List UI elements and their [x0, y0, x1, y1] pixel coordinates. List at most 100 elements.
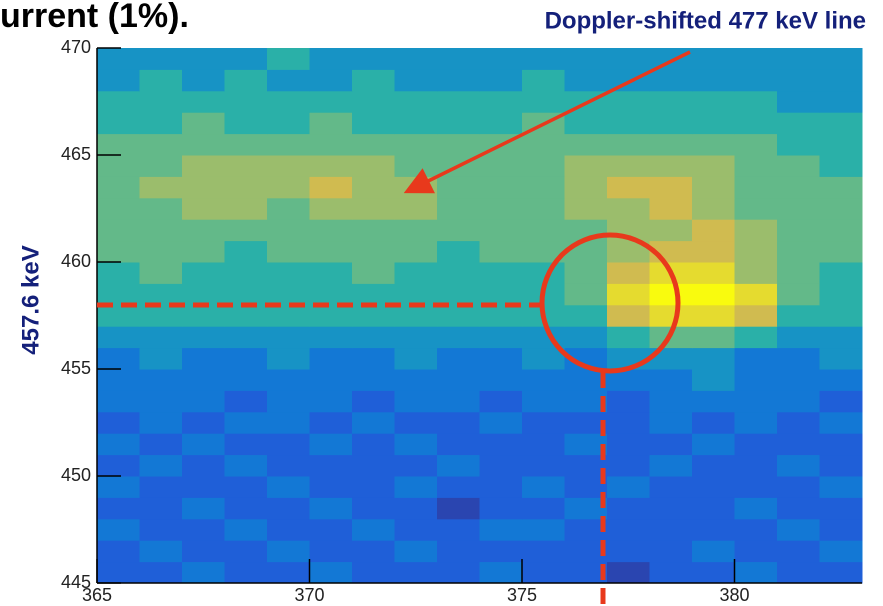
x-tick-label: 375 — [507, 585, 537, 605]
cell — [139, 240, 183, 263]
cell — [224, 411, 268, 434]
cell — [522, 390, 565, 413]
cell — [139, 90, 183, 113]
cell — [734, 176, 778, 199]
cell — [692, 561, 735, 584]
cell — [564, 326, 608, 349]
cell — [522, 133, 565, 156]
y-tick-label: 470 — [61, 37, 91, 57]
cell — [649, 133, 693, 156]
cell — [267, 326, 310, 349]
cell — [267, 518, 310, 541]
cell — [182, 433, 225, 456]
cell — [97, 90, 140, 113]
cell — [777, 262, 820, 284]
cell — [224, 326, 268, 349]
cell — [352, 219, 395, 242]
cell — [819, 283, 863, 306]
cell — [394, 155, 438, 177]
cell — [309, 304, 353, 327]
cell — [97, 304, 140, 327]
cell — [394, 476, 438, 498]
cell — [309, 133, 353, 156]
cell — [437, 112, 480, 135]
cell — [182, 262, 225, 284]
cell — [267, 176, 310, 199]
cell — [394, 497, 438, 520]
cell — [182, 69, 225, 92]
cell — [267, 476, 310, 498]
cell — [692, 48, 735, 70]
heatmap — [97, 48, 863, 584]
x-tick-label: 365 — [82, 585, 112, 605]
cell — [394, 133, 438, 156]
cell — [309, 476, 353, 498]
cell — [394, 112, 438, 135]
cell — [692, 518, 735, 541]
cell — [607, 240, 650, 263]
cell — [607, 283, 650, 306]
cell — [607, 369, 650, 391]
cell — [267, 433, 310, 456]
cell — [224, 347, 268, 370]
y-tick-label: 455 — [61, 358, 91, 378]
cell — [649, 283, 693, 306]
cell — [564, 48, 608, 70]
cell — [607, 497, 650, 520]
cell — [777, 155, 820, 177]
cell — [734, 497, 778, 520]
cell — [139, 476, 183, 498]
cell — [819, 240, 863, 263]
cell — [309, 454, 353, 477]
cell — [97, 48, 140, 70]
cell — [182, 411, 225, 434]
cell — [607, 390, 650, 413]
cell — [649, 518, 693, 541]
cell — [97, 112, 140, 135]
arrow — [403, 50, 691, 194]
cell — [352, 69, 395, 92]
axes: 445 450 455 460 465 470 365 370 375 380 — [61, 37, 862, 605]
cell — [522, 369, 565, 391]
cell — [649, 476, 693, 498]
cell — [734, 133, 778, 156]
cell — [224, 454, 268, 477]
cell — [564, 433, 608, 456]
annotation: Doppler-shifted 477 keV line — [545, 7, 866, 34]
cell — [352, 48, 395, 70]
cell — [139, 454, 183, 477]
cell — [394, 90, 438, 113]
cell — [267, 133, 310, 156]
cell — [309, 240, 353, 263]
cell — [97, 219, 140, 242]
cell — [224, 90, 268, 113]
cell — [819, 133, 863, 156]
cell — [564, 69, 608, 92]
cell — [607, 133, 650, 156]
cell — [777, 90, 820, 113]
cell — [777, 283, 820, 306]
cell — [734, 240, 778, 263]
cell — [777, 433, 820, 456]
cell — [139, 304, 183, 327]
cell — [607, 476, 650, 498]
cell — [309, 518, 353, 541]
cell — [819, 326, 863, 349]
cell — [777, 369, 820, 391]
cell — [479, 197, 523, 220]
cell — [692, 390, 735, 413]
cell — [437, 69, 480, 92]
cell — [139, 369, 183, 391]
cell — [97, 561, 140, 584]
cell — [777, 411, 820, 434]
cell — [267, 262, 310, 284]
cell — [437, 497, 480, 520]
cell — [777, 304, 820, 327]
cell — [734, 433, 778, 456]
cell — [309, 561, 353, 584]
cell — [267, 48, 310, 70]
cell — [479, 262, 523, 284]
cell — [97, 133, 140, 156]
cell — [607, 411, 650, 434]
cell — [309, 326, 353, 349]
